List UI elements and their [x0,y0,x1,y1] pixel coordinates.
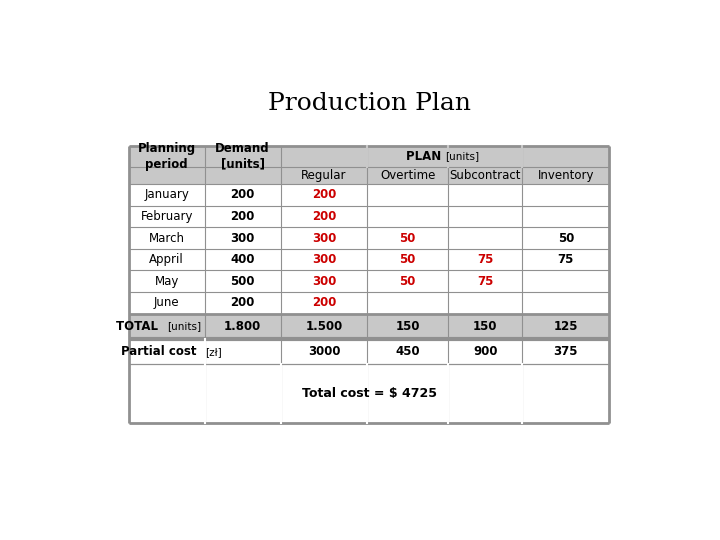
Text: Subcontract: Subcontract [449,169,521,182]
Text: 200: 200 [312,188,336,201]
Text: 50: 50 [558,232,574,245]
Text: Partial cost: Partial cost [121,345,204,358]
Polygon shape [129,206,609,227]
Polygon shape [129,271,609,292]
Text: 300: 300 [230,232,255,245]
Polygon shape [281,146,367,167]
Polygon shape [448,146,449,167]
Polygon shape [448,146,523,167]
Text: 50: 50 [400,232,416,245]
Polygon shape [129,227,609,249]
Text: Planning
period: Planning period [138,142,196,171]
Text: 50: 50 [400,275,416,288]
Polygon shape [129,364,609,423]
Polygon shape [367,146,448,167]
Polygon shape [129,339,609,364]
Text: 200: 200 [230,188,255,201]
Text: Production Plan: Production Plan [268,92,470,115]
Text: 75: 75 [477,275,493,288]
Polygon shape [129,249,609,271]
Text: 300: 300 [312,275,336,288]
Text: Overtime: Overtime [380,169,436,182]
Text: 75: 75 [558,253,574,266]
Text: [units]: [units] [445,151,479,161]
Text: 200: 200 [312,296,336,309]
Text: TOTAL: TOTAL [117,320,167,333]
Polygon shape [523,146,609,167]
Text: 125: 125 [554,320,578,333]
Text: March: March [149,232,185,245]
Polygon shape [448,167,523,184]
Text: May: May [155,275,179,288]
Text: June: June [154,296,179,309]
Text: PLAN: PLAN [405,150,445,163]
Text: 150: 150 [473,320,498,333]
Text: 375: 375 [554,345,578,358]
Polygon shape [281,167,367,184]
Text: Appril: Appril [149,253,184,266]
Polygon shape [129,167,204,184]
Polygon shape [129,184,609,206]
Text: Demand
[units]: Demand [units] [215,142,270,171]
Text: 500: 500 [230,275,255,288]
Polygon shape [129,292,609,314]
Polygon shape [204,146,281,167]
Text: Regular: Regular [301,169,347,182]
Text: 1.500: 1.500 [305,320,343,333]
Text: 300: 300 [312,232,336,245]
Polygon shape [523,167,609,184]
Text: 200: 200 [312,210,336,223]
Text: 450: 450 [395,345,420,358]
Text: 200: 200 [230,210,255,223]
Text: [units]: [units] [167,321,201,331]
Text: Total cost = $ 4725: Total cost = $ 4725 [302,387,436,400]
Text: [zł]: [zł] [204,347,222,356]
Text: 3000: 3000 [308,345,341,358]
Text: 1.800: 1.800 [224,320,261,333]
Text: 200: 200 [230,296,255,309]
Text: 900: 900 [473,345,498,358]
Polygon shape [129,314,609,339]
Polygon shape [129,146,204,167]
Text: 75: 75 [477,253,493,266]
Text: January: January [144,188,189,201]
Text: 300: 300 [312,253,336,266]
Text: 400: 400 [230,253,255,266]
Text: February: February [140,210,193,223]
Polygon shape [204,167,281,184]
Text: 150: 150 [395,320,420,333]
Polygon shape [367,146,368,167]
Text: Inventory: Inventory [538,169,594,182]
Polygon shape [367,167,448,184]
Text: 50: 50 [400,253,416,266]
